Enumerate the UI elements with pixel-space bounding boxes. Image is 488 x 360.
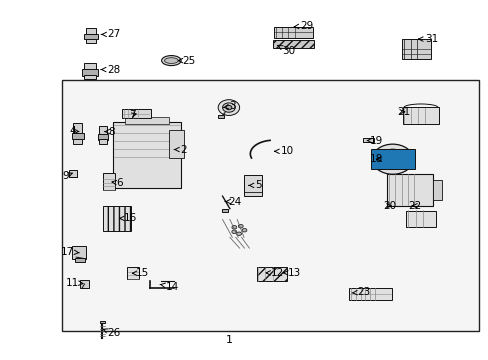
Bar	[222, 209, 227, 212]
Text: 7: 7	[128, 110, 136, 120]
Bar	[69, 170, 77, 177]
Bar	[125, 117, 168, 124]
Text: 16: 16	[120, 213, 137, 223]
Bar	[168, 130, 183, 158]
Text: 15: 15	[132, 268, 149, 278]
Bar	[75, 258, 84, 262]
Bar	[102, 173, 115, 190]
Bar	[83, 75, 96, 79]
Bar	[99, 126, 107, 135]
Text: 19: 19	[366, 136, 383, 145]
Circle shape	[242, 228, 246, 232]
Text: 13: 13	[283, 268, 300, 278]
Bar	[272, 40, 313, 48]
Text: 5: 5	[248, 180, 261, 190]
Bar	[102, 206, 131, 230]
Text: 2: 2	[174, 144, 186, 154]
Bar	[73, 139, 82, 144]
Text: 26: 26	[103, 328, 120, 338]
Bar	[99, 139, 107, 144]
Bar	[73, 123, 82, 133]
Text: 11: 11	[66, 278, 83, 288]
Bar	[401, 39, 430, 59]
Circle shape	[231, 230, 236, 234]
Text: 10: 10	[274, 146, 293, 156]
Circle shape	[371, 144, 412, 174]
Bar	[370, 149, 414, 169]
Circle shape	[238, 224, 243, 228]
Circle shape	[231, 225, 236, 229]
Text: 18: 18	[369, 154, 383, 164]
Bar	[82, 69, 98, 76]
Ellipse shape	[164, 58, 178, 63]
Text: 4: 4	[69, 126, 79, 136]
Bar	[61, 80, 478, 330]
Text: 20: 20	[382, 201, 395, 211]
Text: 3: 3	[223, 101, 235, 111]
Bar	[84, 34, 98, 40]
Text: 28: 28	[101, 64, 120, 75]
Text: 14: 14	[160, 282, 179, 292]
Bar	[127, 267, 139, 279]
Bar	[386, 174, 432, 206]
Bar	[98, 134, 108, 140]
Text: 9: 9	[62, 171, 72, 181]
Bar	[122, 109, 151, 118]
Bar	[348, 288, 391, 300]
Circle shape	[225, 105, 231, 110]
Bar	[83, 63, 96, 69]
Bar	[72, 133, 83, 139]
Circle shape	[218, 100, 239, 116]
Text: 27: 27	[101, 30, 120, 39]
Text: 1: 1	[225, 334, 232, 345]
Text: 8: 8	[105, 127, 115, 136]
Text: 23: 23	[351, 287, 370, 297]
Bar	[402, 107, 438, 123]
Circle shape	[378, 149, 406, 169]
Text: 6: 6	[112, 178, 122, 188]
Bar	[85, 28, 96, 34]
Text: 25: 25	[178, 55, 195, 66]
Ellipse shape	[161, 55, 181, 66]
Bar	[80, 280, 89, 288]
Bar	[85, 40, 96, 43]
Text: 21: 21	[397, 107, 410, 117]
Bar	[256, 267, 286, 282]
Circle shape	[385, 154, 399, 164]
Bar	[273, 27, 312, 38]
Circle shape	[236, 232, 241, 235]
Circle shape	[222, 103, 235, 112]
Bar	[100, 321, 104, 323]
Text: 17: 17	[61, 247, 79, 257]
Bar	[244, 175, 261, 196]
Bar	[113, 122, 181, 188]
Bar	[72, 246, 85, 259]
Text: 12: 12	[265, 268, 283, 278]
Bar	[362, 138, 373, 142]
Bar	[218, 115, 224, 118]
Text: 29: 29	[294, 21, 313, 31]
Bar	[432, 180, 441, 199]
Text: 22: 22	[407, 201, 421, 211]
Text: 24: 24	[224, 197, 241, 207]
Bar	[406, 211, 435, 227]
Text: 31: 31	[418, 34, 437, 44]
Text: 30: 30	[277, 45, 295, 56]
